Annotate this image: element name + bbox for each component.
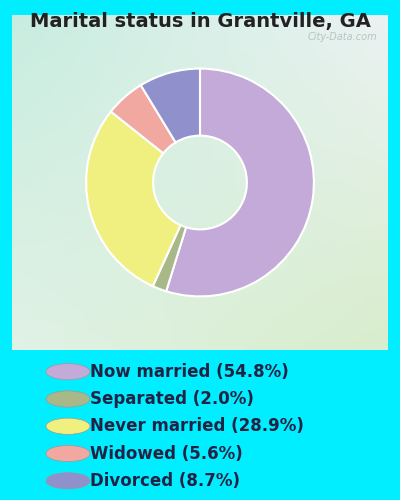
Text: Marital status in Grantville, GA: Marital status in Grantville, GA xyxy=(30,12,370,32)
Text: Now married (54.8%): Now married (54.8%) xyxy=(90,362,289,380)
Text: Never married (28.9%): Never married (28.9%) xyxy=(90,417,304,435)
Circle shape xyxy=(46,364,90,380)
Wedge shape xyxy=(86,112,180,286)
Wedge shape xyxy=(141,68,200,142)
Circle shape xyxy=(46,446,90,462)
Text: Widowed (5.6%): Widowed (5.6%) xyxy=(90,444,243,462)
Circle shape xyxy=(46,391,90,407)
Wedge shape xyxy=(111,85,176,154)
Circle shape xyxy=(46,418,90,434)
Text: Separated (2.0%): Separated (2.0%) xyxy=(90,390,254,408)
Wedge shape xyxy=(166,68,314,296)
Wedge shape xyxy=(153,225,186,292)
Circle shape xyxy=(46,472,90,489)
Text: City-Data.com: City-Data.com xyxy=(307,32,377,42)
Text: Divorced (8.7%): Divorced (8.7%) xyxy=(90,472,240,490)
